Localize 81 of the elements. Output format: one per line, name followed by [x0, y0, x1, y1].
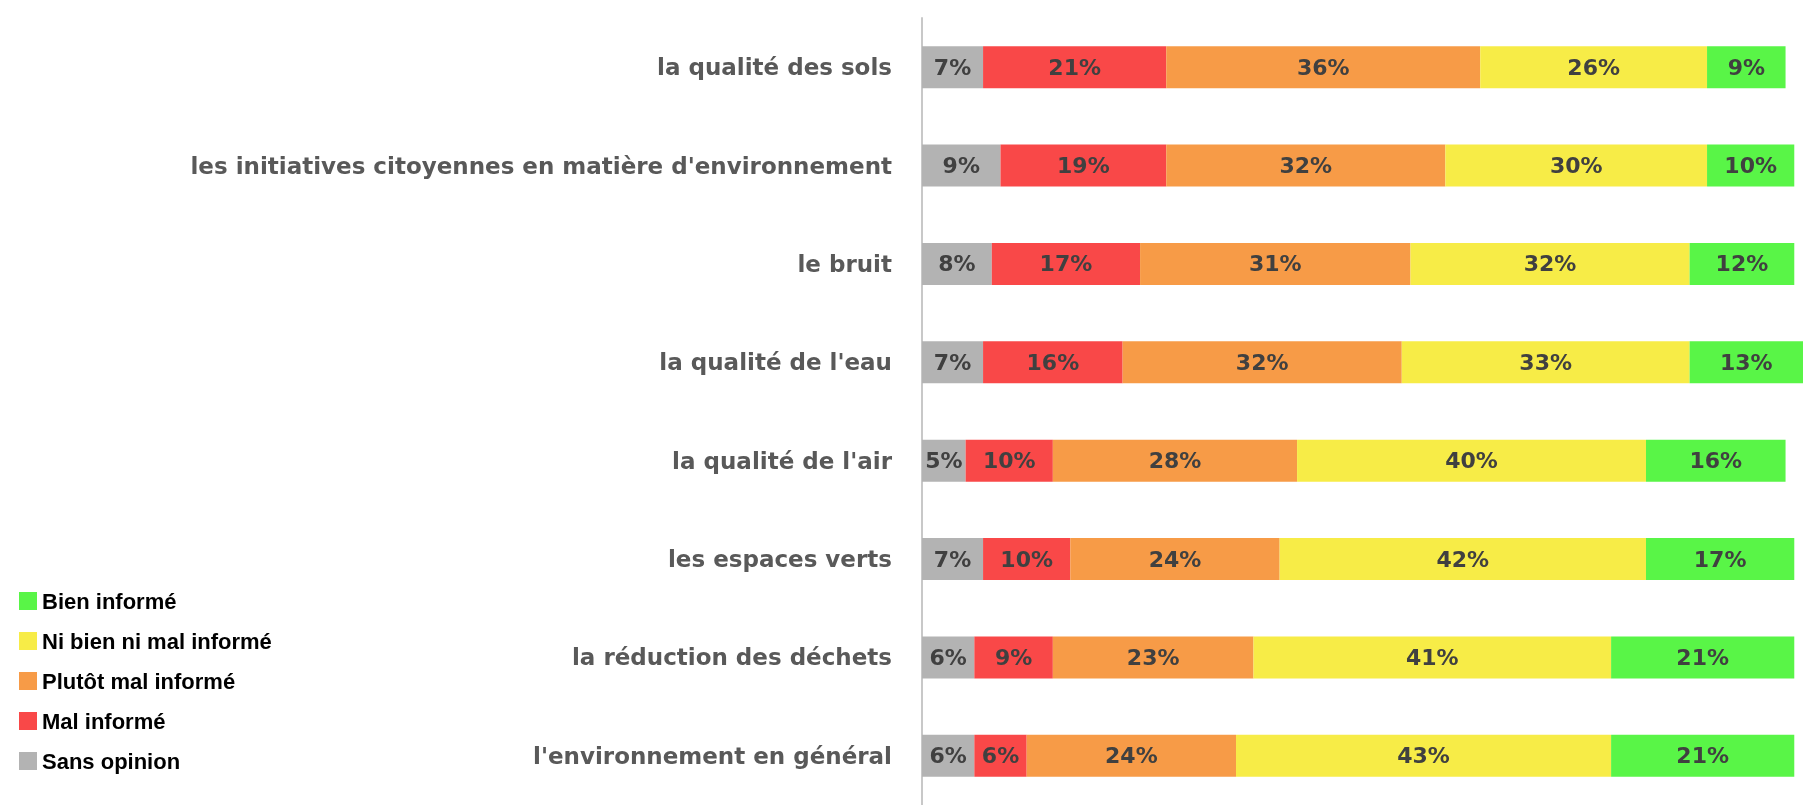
legend-label: Bien informé [42, 588, 177, 614]
legend-label: Sans opinion [42, 748, 181, 774]
bar [1253, 636, 1612, 679]
bar [991, 242, 1141, 285]
data-label: 24% [1148, 546, 1202, 572]
data-label: 21% [1676, 644, 1730, 670]
bar [1026, 734, 1237, 777]
y-tick-label: le bruit [797, 250, 892, 277]
y-tick-label: la réduction des déchets [571, 644, 892, 671]
bar [1445, 144, 1708, 187]
data-label: 9% [1727, 54, 1765, 80]
data-label: 6% [981, 743, 1020, 769]
data-label: 10% [1724, 153, 1777, 179]
y-tick-label: la qualité des sols [657, 54, 892, 81]
bar [1166, 144, 1446, 187]
bar [1645, 439, 1786, 482]
bar [974, 636, 1053, 679]
data-label: 43% [1397, 743, 1450, 769]
bar [1297, 439, 1646, 482]
bar [922, 144, 1001, 187]
data-label: 10% [1000, 546, 1054, 572]
data-label: 41% [1405, 644, 1459, 670]
y-tick-label: la qualité de l'air [672, 447, 893, 474]
data-label: 31% [1248, 251, 1302, 277]
data-label: 32% [1279, 153, 1333, 179]
data-label: 32% [1235, 349, 1289, 375]
bar [983, 341, 1123, 384]
bar [1689, 341, 1803, 384]
bar [1070, 538, 1280, 581]
y-tick-label: l'environnement en général [533, 742, 892, 769]
bar [1611, 636, 1795, 679]
data-label: 30% [1549, 153, 1603, 179]
legend-label: Ni bien ni mal informé [42, 628, 272, 654]
data-label: 8% [938, 251, 976, 277]
data-label: 33% [1519, 349, 1573, 375]
data-label: 10% [982, 448, 1036, 474]
bar [983, 46, 1167, 89]
data-label: 28% [1148, 448, 1202, 474]
data-label: 16% [1026, 349, 1080, 375]
data-label: 16% [1689, 448, 1743, 474]
bar [1401, 341, 1690, 384]
data-label: 6% [929, 743, 967, 769]
data-label: 24% [1105, 743, 1158, 769]
data-label: 23% [1126, 644, 1180, 670]
bar [1122, 341, 1402, 384]
y-tick-label: les espaces verts [667, 546, 892, 573]
bar [1611, 734, 1795, 777]
data-label: 9% [994, 644, 1033, 670]
data-label: 40% [1445, 448, 1498, 474]
data-label: 36% [1296, 54, 1350, 80]
data-label: 7% [933, 546, 972, 572]
bar [1166, 46, 1481, 89]
bar [1480, 46, 1708, 89]
data-label: 7% [933, 54, 972, 80]
data-label: 13% [1719, 349, 1773, 375]
data-label: 9% [942, 153, 980, 179]
y-tick-label: les initiatives citoyennes en matière d'environnement [190, 152, 892, 179]
data-label: 32% [1523, 251, 1577, 277]
data-label: 21% [1676, 743, 1730, 769]
data-label: 26% [1567, 54, 1620, 80]
data-label: 21% [1048, 54, 1101, 80]
bar [1140, 242, 1411, 285]
bar [1236, 734, 1612, 777]
y-tick-label: la qualité de l'eau [659, 349, 892, 376]
bar [1052, 636, 1254, 679]
data-label: 12% [1715, 251, 1769, 277]
bar [1645, 538, 1795, 581]
data-label: 6% [929, 644, 967, 670]
bar [1052, 439, 1298, 482]
data-label: 17% [1693, 546, 1747, 572]
legend-label: Mal informé [42, 708, 166, 734]
data-label: 42% [1436, 546, 1490, 572]
bar [1279, 538, 1646, 581]
data-label: 7% [933, 349, 972, 375]
bar [1000, 144, 1167, 187]
legend-label: Plutôt mal informé [42, 668, 236, 694]
data-label: 5% [925, 448, 963, 474]
bar [1707, 46, 1786, 89]
data-label: 17% [1039, 251, 1093, 277]
data-label: 19% [1057, 153, 1110, 179]
bar [1410, 242, 1690, 285]
